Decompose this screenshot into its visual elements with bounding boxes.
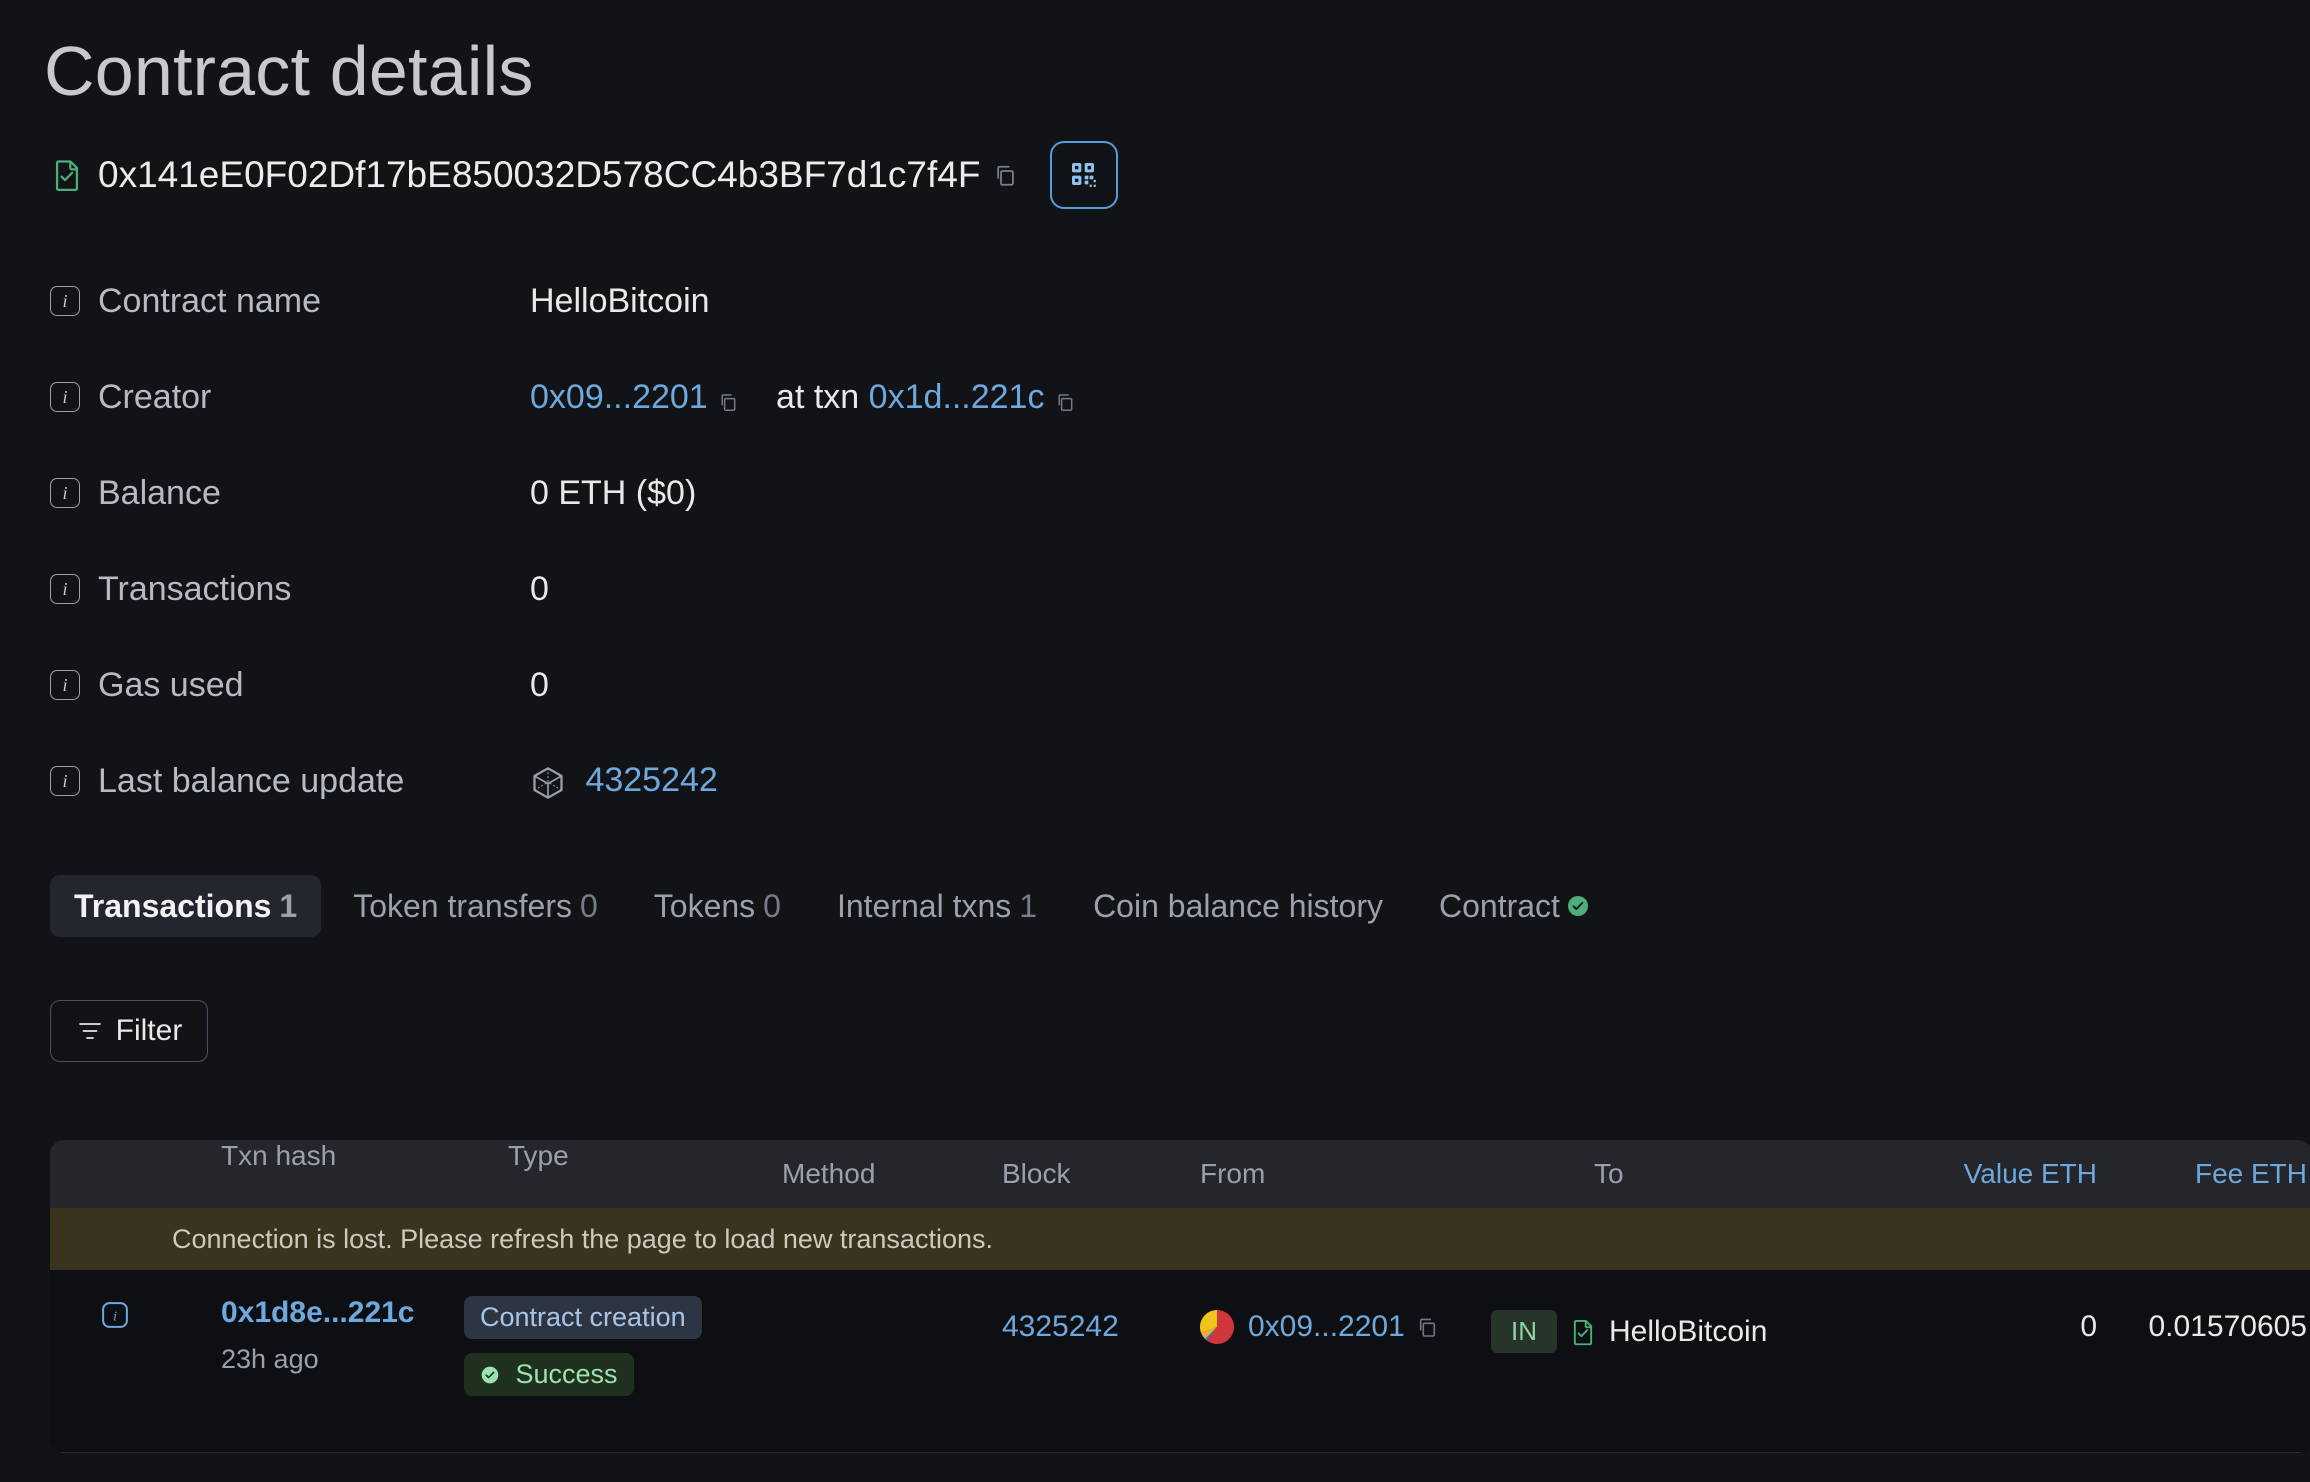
svg-text:i: i	[113, 1309, 117, 1324]
